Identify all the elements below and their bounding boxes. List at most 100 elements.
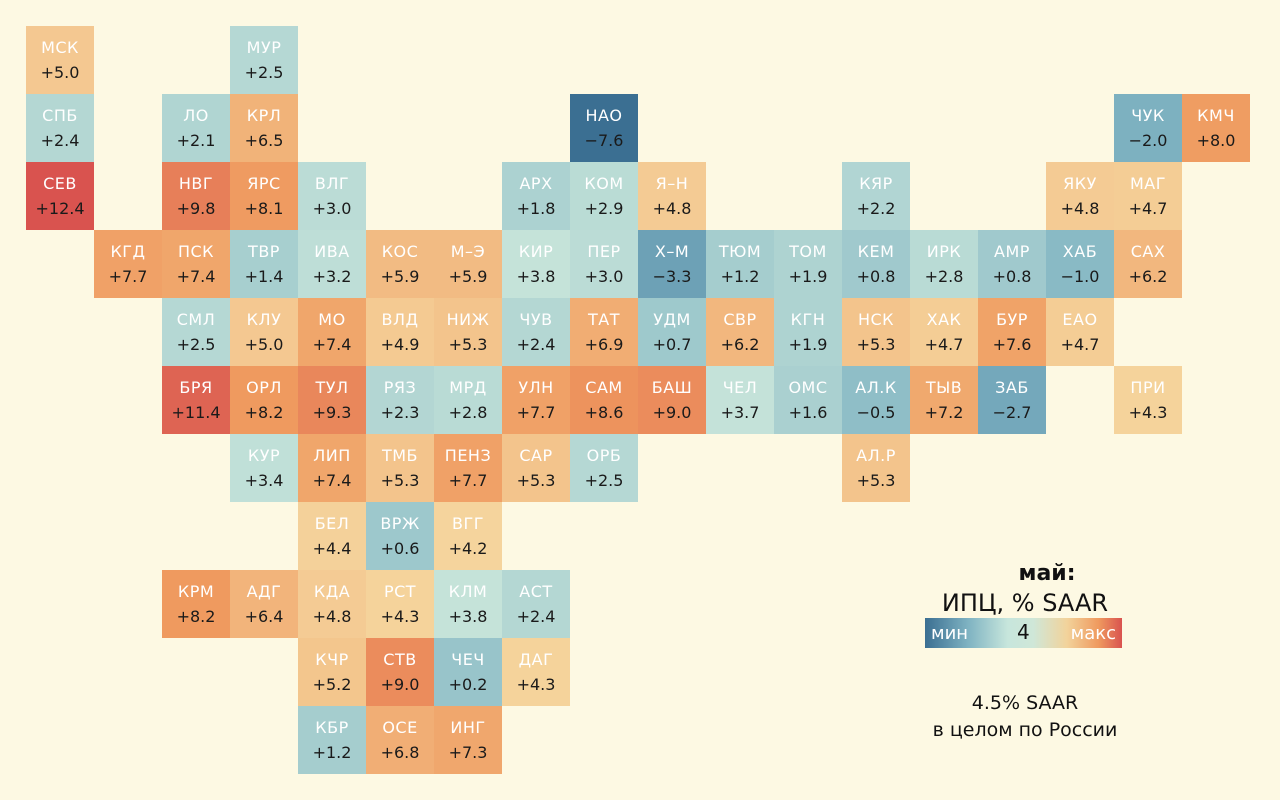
region-value: +2.8: [924, 266, 964, 286]
region-code: ЯРС: [247, 173, 281, 193]
region-code: КОМ: [584, 173, 624, 193]
region-code: НИЖ: [446, 309, 490, 329]
region-value: +5.2: [312, 674, 352, 694]
region-tile: М–Э +5.9: [434, 230, 502, 298]
region-code: ЕАО: [1062, 309, 1098, 329]
region-tile: НИЖ +5.3: [434, 298, 502, 366]
region-tile: АМР +0.8: [978, 230, 1046, 298]
region-tile: БАШ +9.0: [638, 366, 706, 434]
region-tile: СЕВ +12.4: [26, 162, 94, 230]
legend-min-label: мин: [931, 622, 969, 644]
region-tile: СВР +6.2: [706, 298, 774, 366]
region-tile: МСК +5.0: [26, 26, 94, 94]
region-code: ЛИП: [313, 445, 351, 465]
region-tile: НАО −7.6: [570, 94, 638, 162]
region-tile: НСК +5.3: [842, 298, 910, 366]
region-value: +2.4: [516, 334, 556, 354]
region-tile: КРЛ +6.5: [230, 94, 298, 162]
region-code: СЕВ: [43, 173, 77, 193]
region-tile: КУР +3.4: [230, 434, 298, 502]
region-code: МРД: [449, 377, 487, 397]
region-code: НАО: [585, 105, 623, 125]
region-tile: УДМ +0.7: [638, 298, 706, 366]
region-value: +3.8: [448, 606, 488, 626]
region-value: +4.8: [652, 198, 692, 218]
region-tile: ЗАБ −2.7: [978, 366, 1046, 434]
region-tile: САР +5.3: [502, 434, 570, 502]
region-code: ОСЕ: [382, 717, 418, 737]
region-value: +1.2: [720, 266, 760, 286]
summary-value: 4.5% SAAR: [971, 692, 1079, 714]
region-value: +7.2: [924, 402, 964, 422]
region-code: КРЛ: [246, 105, 282, 125]
region-code: АДГ: [246, 581, 282, 601]
region-value: +11.4: [171, 402, 221, 422]
region-code: КДА: [313, 581, 351, 601]
region-code: СМЛ: [176, 309, 216, 329]
region-value: +4.7: [1060, 334, 1100, 354]
region-code: УДМ: [653, 309, 691, 329]
region-value: +5.3: [448, 334, 488, 354]
region-value: +8.1: [244, 198, 284, 218]
region-code: ТОМ: [789, 241, 827, 261]
region-code: ПЕР: [587, 241, 621, 261]
region-code: ДАГ: [518, 649, 554, 669]
region-value: +2.5: [244, 62, 284, 82]
region-code: АМР: [994, 241, 1030, 261]
region-value: +5.3: [856, 334, 896, 354]
region-code: ЧЕЧ: [451, 649, 485, 669]
region-value: +6.5: [244, 130, 284, 150]
region-value: −3.3: [652, 266, 692, 286]
region-tile: ЯКУ +4.8: [1046, 162, 1114, 230]
region-tile: ДАГ +4.3: [502, 638, 570, 706]
region-tile: ЛО +2.1: [162, 94, 230, 162]
region-tile: КЛУ +5.0: [230, 298, 298, 366]
region-value: +7.4: [312, 470, 352, 490]
region-tile: ВГГ +4.2: [434, 502, 502, 570]
region-tile: Я–Н +4.8: [638, 162, 706, 230]
region-code: ОРЛ: [246, 377, 282, 397]
region-code: ОРБ: [586, 445, 622, 465]
region-code: ЧЕЛ: [722, 377, 758, 397]
region-tile: АЛ.Р +5.3: [842, 434, 910, 502]
region-code: ИРК: [926, 241, 962, 261]
region-tile: СТВ +9.0: [366, 638, 434, 706]
region-value: +0.7: [652, 334, 692, 354]
region-value: +4.7: [1128, 198, 1168, 218]
region-code: КЛМ: [448, 581, 488, 601]
region-value: +8.0: [1196, 130, 1236, 150]
region-value: +4.4: [312, 538, 352, 558]
region-code: ЛО: [183, 105, 209, 125]
region-tile: ПЕР +3.0: [570, 230, 638, 298]
region-value: +9.0: [652, 402, 692, 422]
region-tile: ИРК +2.8: [910, 230, 978, 298]
region-tile: САХ +6.2: [1114, 230, 1182, 298]
region-tile: ХАК +4.7: [910, 298, 978, 366]
region-code: ХАК: [926, 309, 962, 329]
region-value: +0.8: [992, 266, 1032, 286]
region-code: М–Э: [450, 241, 486, 261]
region-tile: СМЛ +2.5: [162, 298, 230, 366]
region-code: ИНГ: [450, 717, 486, 737]
region-code: КУР: [247, 445, 281, 465]
region-value: +4.3: [516, 674, 556, 694]
region-value: +2.3: [380, 402, 420, 422]
region-value: +5.0: [40, 62, 80, 82]
region-value: +7.7: [448, 470, 488, 490]
region-tile: УЛН +7.7: [502, 366, 570, 434]
region-code: РСТ: [383, 581, 417, 601]
region-code: ЧУК: [1131, 105, 1165, 125]
region-value: +4.8: [1060, 198, 1100, 218]
region-tile: ТУЛ +9.3: [298, 366, 366, 434]
region-value: +2.8: [448, 402, 488, 422]
legend-title: ИПЦ, % SAAR: [941, 589, 1109, 617]
region-code: ТМБ: [381, 445, 419, 465]
region-value: +4.3: [380, 606, 420, 626]
region-value: +5.3: [516, 470, 556, 490]
region-code: МАГ: [1129, 173, 1166, 193]
region-tile: КДА +4.8: [298, 570, 366, 638]
region-code: МСК: [41, 37, 79, 57]
region-code: Х–М: [654, 241, 690, 261]
legend-month: май:: [1018, 561, 1076, 586]
